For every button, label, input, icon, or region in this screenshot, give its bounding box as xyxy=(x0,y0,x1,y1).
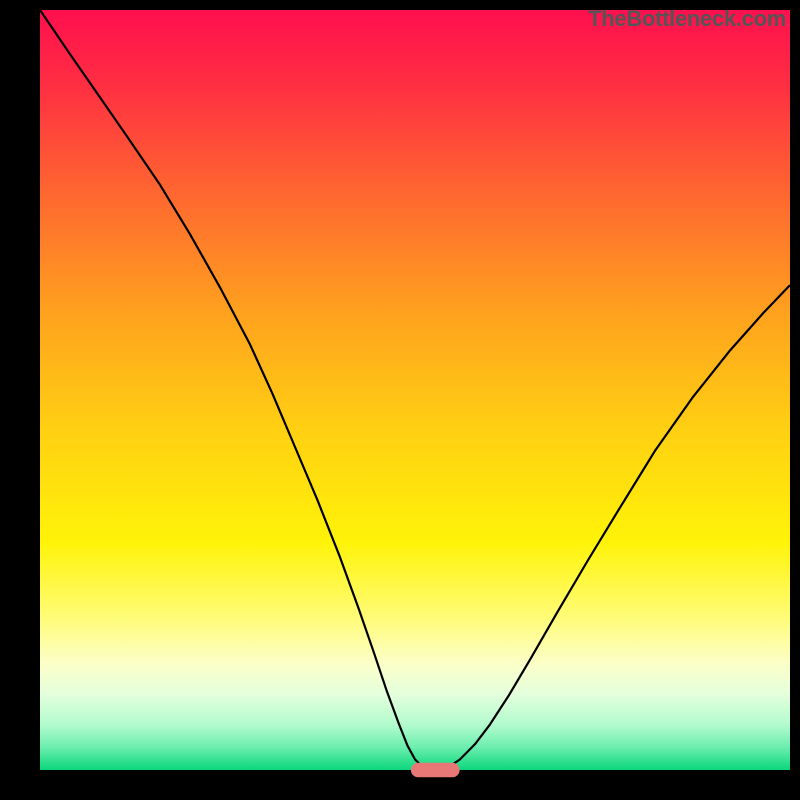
minimum-marker xyxy=(411,763,460,777)
bottleneck-chart: TheBottleneck.com xyxy=(0,0,800,800)
chart-svg xyxy=(0,0,800,800)
watermark-label: TheBottleneck.com xyxy=(588,6,786,32)
plot-area xyxy=(40,10,790,770)
